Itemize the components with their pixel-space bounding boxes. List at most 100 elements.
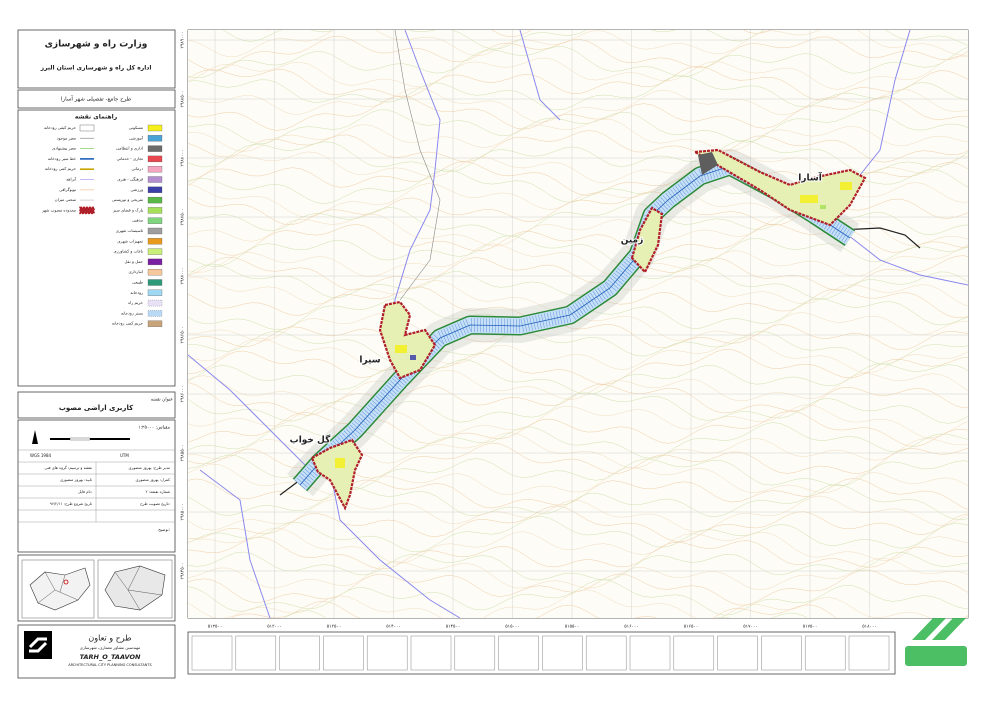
watermark — [905, 616, 968, 666]
x-coord-label: ۵۱۸۰۰۰ — [862, 625, 877, 630]
contour — [188, 359, 968, 395]
info-field: نقشه و ترسیم: گروه های فنی — [44, 465, 92, 470]
y-coord-label: ۳۹۸۸۵۰۰ — [180, 91, 186, 108]
x-coord-label: ۵۱۳۵۰۰ — [327, 624, 342, 630]
contour — [230, 601, 968, 618]
scale-bar — [32, 430, 130, 444]
title-block-cell — [235, 635, 277, 671]
company-latin-sub: ARCHITECTURAL CITY PLANNING CONSULTANTS — [68, 663, 152, 667]
y-coord-label: ۳۹۸۶۰۰۰ — [180, 386, 186, 403]
stream — [519, 30, 561, 121]
contour — [188, 130, 968, 163]
legend-label: تفریحی و توریستی — [112, 197, 143, 202]
legend-label: حریم کمی رودخانه — [112, 321, 144, 326]
legend-swatch — [147, 310, 163, 317]
contour — [188, 213, 968, 247]
legend-label: مذهبی — [132, 218, 143, 223]
x-coord-label: ۵۱۲۵۰۰ — [208, 625, 223, 630]
y-coord-label: ۳۹۸۵۰۰۰ — [180, 504, 186, 521]
contour — [188, 369, 968, 405]
contour — [188, 579, 968, 616]
contour — [188, 235, 968, 269]
contour — [222, 30, 968, 50]
legend-swatch — [147, 217, 163, 224]
contour — [188, 551, 968, 581]
y-coord-label: ۳۹۸۹۰۰۰ — [180, 32, 186, 49]
place-label: سیرا — [359, 356, 380, 366]
title-block-cell — [804, 635, 846, 671]
contour — [188, 330, 968, 365]
place-label: آسارا — [798, 172, 822, 184]
title-block-cell — [323, 635, 364, 671]
contour — [188, 95, 968, 131]
info-field: نام فایل: — [78, 489, 92, 494]
contour — [188, 35, 968, 71]
title-block-cell — [498, 635, 539, 671]
stream — [847, 234, 968, 286]
stream — [329, 469, 461, 618]
city-boundary — [630, 206, 664, 274]
notes: توضیح: — [158, 527, 170, 532]
legend-label: تاسیسات شهری — [116, 228, 143, 233]
map-title-caption: عنوان نقشه — [151, 398, 174, 403]
legend-swatch — [147, 289, 163, 296]
stream — [188, 354, 311, 471]
title-block-cell — [629, 635, 671, 671]
settlement — [632, 208, 662, 272]
title-block-cell — [542, 635, 583, 671]
y-coord-label: ۳۹۸۶۵۰۰ — [180, 327, 186, 344]
legend-swatch — [147, 186, 163, 193]
scale: مقیاس: ۱:۲۵۰۰۰ — [138, 426, 170, 431]
x-coord-label: ۵۱۳۰۰۰ — [267, 624, 282, 630]
legend-label: درمانی — [131, 166, 143, 171]
legend-label: باغات و کشاورزی — [114, 249, 144, 254]
legend-label: مسکونی — [129, 125, 143, 130]
contour — [188, 410, 968, 447]
legend-swatch — [147, 196, 163, 204]
stream — [391, 30, 441, 331]
legend-label: حمل و نقل — [125, 259, 144, 264]
legend-swatch — [147, 299, 163, 307]
legend-swatch — [79, 206, 95, 215]
legend-label: فرهنگی - هنری — [117, 177, 143, 182]
company-logo — [24, 631, 52, 659]
title-block-cell — [454, 635, 496, 671]
legend-label: حریم راه — [128, 300, 143, 305]
legend-swatch — [147, 269, 163, 276]
settlement — [380, 302, 435, 378]
projection: UTM — [120, 453, 129, 458]
legend-label: توپوگرافی — [59, 187, 76, 192]
info-field: تایید: بهروز منصوری — [60, 477, 92, 482]
project: طرح جامع- تفصیلی شهر آسارا — [61, 96, 131, 103]
company-latin: TARH_O_TAAVON — [80, 653, 141, 661]
legend-swatch — [147, 279, 163, 286]
landuse-patch — [800, 195, 818, 203]
legend-swatch — [147, 145, 163, 152]
legend-label: خط سیر رودخانه — [48, 156, 77, 161]
stream — [199, 469, 271, 618]
info-table — [18, 449, 175, 523]
title-block-cell — [717, 635, 758, 671]
legend-swatch — [147, 320, 163, 327]
y-coord-label: ۳۹۸۴۵۰۰ — [180, 563, 186, 580]
contour — [188, 536, 968, 570]
title: وزارت راه و شهرسازی — [45, 40, 148, 50]
legend-swatch — [147, 124, 163, 132]
legend-label: اداری و انتظامی — [116, 146, 143, 151]
info-field: تاریخ شروع طرح: ۹۶/۲/۱۱ — [50, 501, 92, 506]
legend-label: معبر پیشنهادی — [52, 146, 76, 151]
road — [279, 479, 301, 496]
contour — [188, 505, 968, 542]
contour — [188, 527, 968, 564]
contour — [188, 46, 968, 79]
y-coord-label: ۳۹۸۷۰۰۰ — [180, 268, 186, 285]
contour — [188, 463, 968, 496]
x-coord-label: ۵۱۷۵۰۰ — [803, 625, 818, 630]
legend-swatch — [147, 258, 163, 266]
legend-swatch — [147, 155, 163, 163]
contour — [188, 557, 968, 590]
legend-label: حریم کیفی رودخانه — [44, 125, 77, 130]
legend-swatch — [147, 238, 163, 245]
company-name: طرح و تعاون — [88, 634, 131, 643]
